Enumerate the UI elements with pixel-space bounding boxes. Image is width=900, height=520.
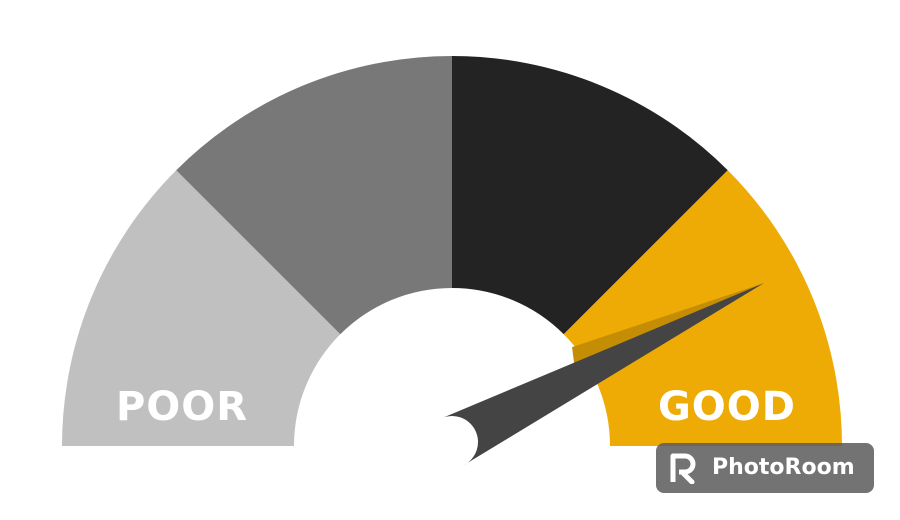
- gauge-needle: [440, 283, 764, 466]
- gauge-segment-fair: [176, 56, 453, 335]
- gauge-label-poor: POOR: [116, 384, 248, 430]
- watermark-text: PhotoRoom: [712, 455, 855, 480]
- gauge-segment-average: [452, 56, 728, 335]
- gauge-label-good: GOOD: [658, 384, 796, 430]
- photoroom-watermark: PhotoRoom: [656, 443, 874, 493]
- photoroom-logo-icon: [670, 453, 696, 484]
- gauge-segment-poor: [62, 170, 341, 447]
